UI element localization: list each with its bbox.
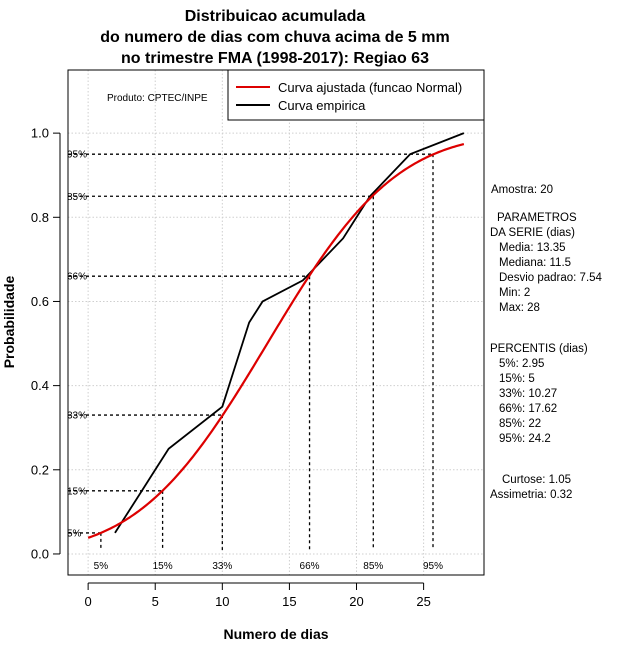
x-tick-label: 15	[282, 594, 296, 609]
percentile-label-left: 95%	[67, 150, 87, 161]
percentile-95: 95%: 24.2	[499, 433, 551, 445]
y-tick-label: 0.0	[31, 546, 49, 561]
percentile-5: 5%: 2.95	[499, 358, 544, 370]
x-tick-label: 0	[85, 594, 92, 609]
series	[87, 132, 465, 539]
param-mean: Media: 13.35	[499, 242, 566, 254]
y-axis-title: Probabilidade	[1, 276, 17, 369]
param-sd: Desvio padrao: 7.54	[499, 272, 603, 284]
x-tick-label: 25	[416, 594, 430, 609]
percentile-label-left: 85%	[67, 192, 87, 203]
x-tick-label: 20	[349, 594, 363, 609]
sample-size: Amostra: 20	[491, 184, 553, 196]
percentile-label-left: 5%	[67, 528, 82, 539]
statistics-panel: Amostra: 20 PARAMETROS DA SERIE (dias) M…	[490, 184, 603, 501]
percentile-guides: 5% 5% 15% 15% 33% 33% 66% 66% 85% 85% 95% 95%	[67, 150, 443, 572]
percentile-label-left: 66%	[67, 272, 87, 283]
legend-box	[227, 69, 485, 121]
legend-label-empirical: Curva empirica	[278, 98, 366, 113]
plot-frame	[67, 69, 485, 576]
percentile-15: 15%: 5	[499, 373, 535, 385]
legend-label-fitted: Curva ajustada (funcao Normal)	[278, 80, 462, 95]
grid	[68, 70, 484, 575]
producer-note: Produto: CPTEC/INPE	[107, 93, 208, 104]
skewness: Assimetria: 0.32	[490, 489, 572, 501]
y-tick-label: 1.0	[31, 126, 49, 141]
legend: Curva ajustada (funcao Normal) Curva emp…	[227, 69, 485, 121]
parameters-subtitle: DA SERIE (dias)	[490, 227, 575, 239]
percentile-85: 85%: 22	[499, 418, 541, 430]
parameters-title: PARAMETROS	[497, 212, 577, 224]
param-min: Min: 2	[499, 287, 530, 299]
percentile-label-bottom: 95%	[423, 561, 443, 572]
percentile-label-bottom: 85%	[363, 561, 383, 572]
fitted-normal-curve	[87, 143, 465, 539]
percentile-label-bottom: 33%	[212, 561, 232, 572]
param-median: Mediana: 11.5	[499, 257, 571, 269]
axes: 0 5 10 15 20 25 0.0 0.2 0.4 0.6 0.8 1.0	[31, 126, 431, 609]
param-max: Max: 28	[499, 302, 540, 314]
percentile-label-bottom: 66%	[300, 561, 320, 572]
percentile-33: 33%: 10.27	[499, 388, 557, 400]
x-tick-label: 10	[215, 594, 229, 609]
y-tick-label: 0.6	[31, 294, 49, 309]
percentile-label-bottom: 5%	[94, 561, 109, 572]
chart-title-line-3: no trimestre FMA (1998-2017): Regiao 63	[121, 50, 429, 67]
chart-title-line-2: do numero de dias com chuva acima de 5 m…	[100, 29, 449, 46]
percentile-label-left: 15%	[67, 486, 87, 497]
percentile-66: 66%: 17.62	[499, 403, 557, 415]
percentile-label-left: 33%	[67, 411, 87, 422]
y-tick-label: 0.2	[31, 462, 49, 477]
kurtosis: Curtose: 1.05	[502, 474, 571, 486]
x-tick-label: 5	[152, 594, 159, 609]
y-tick-label: 0.4	[31, 378, 49, 393]
x-axis-title: Numero de dias	[223, 626, 328, 642]
chart-title-line-1: Distribuicao acumulada	[185, 8, 366, 25]
y-tick-label: 0.8	[31, 210, 49, 225]
percentile-label-bottom: 15%	[153, 561, 173, 572]
percentiles-title: PERCENTIS (dias)	[490, 343, 588, 355]
